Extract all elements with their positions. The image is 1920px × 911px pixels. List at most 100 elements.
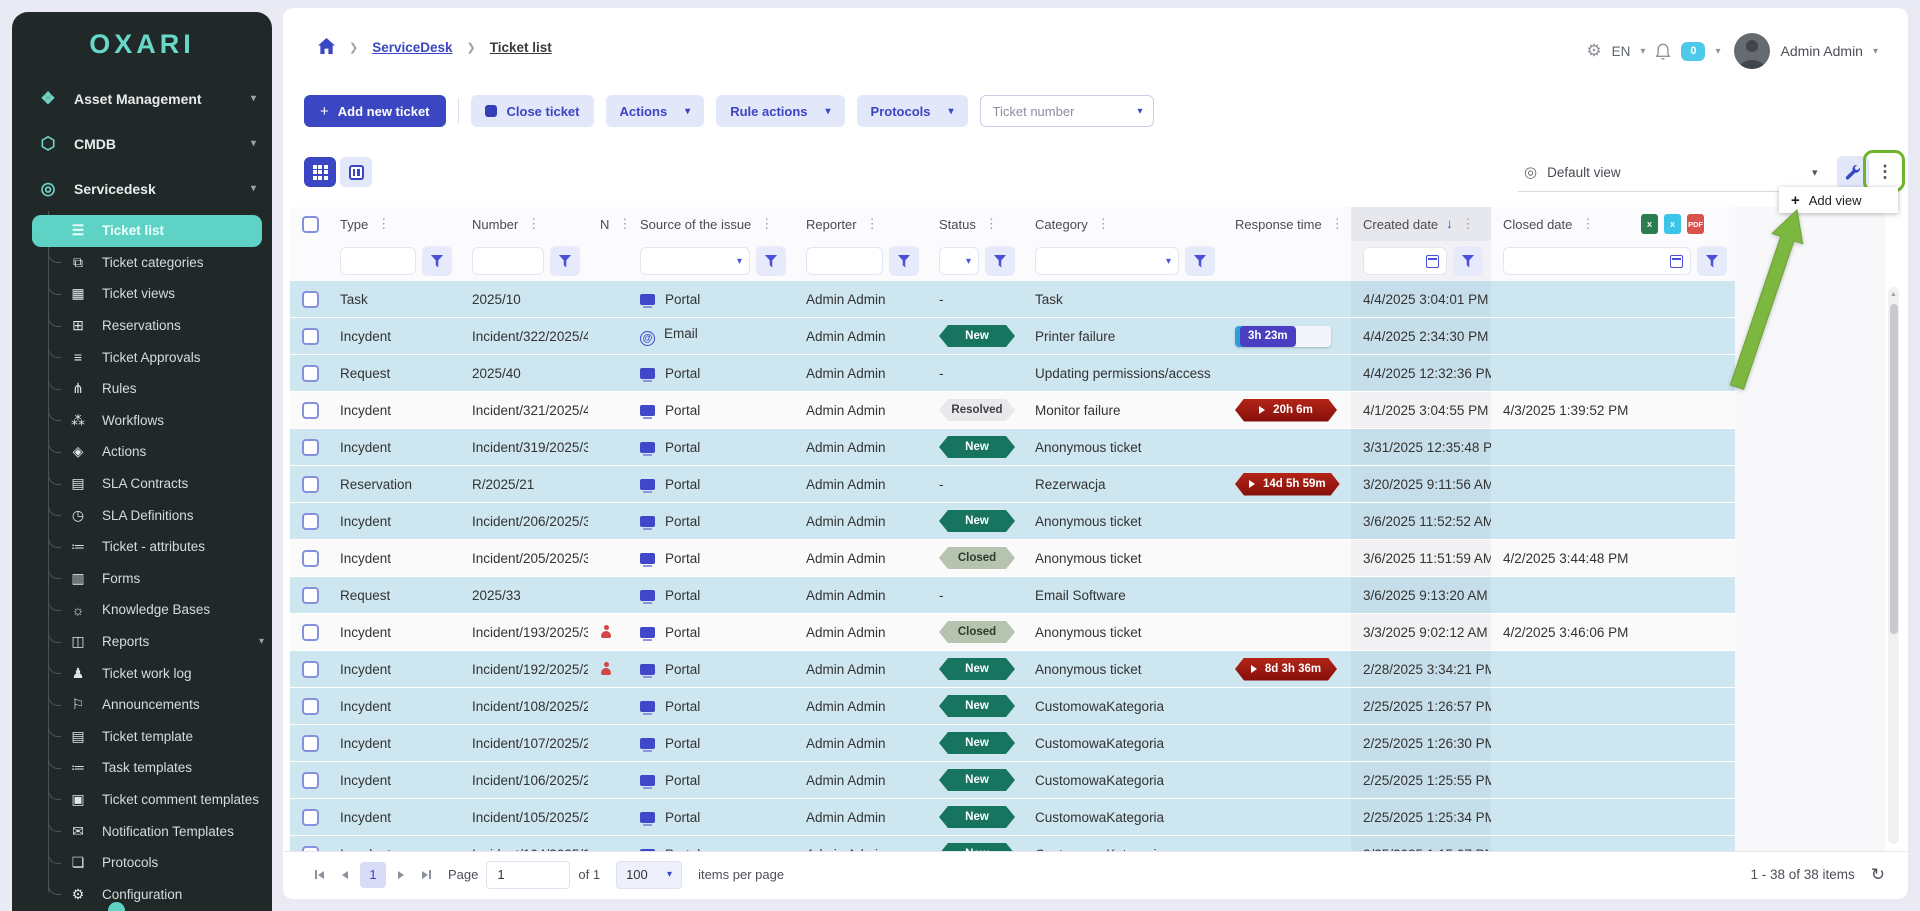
filter-button-created[interactable]	[1453, 246, 1483, 276]
column-menu-icon[interactable]: ⋮	[618, 215, 628, 231]
column-view-button[interactable]	[340, 157, 372, 187]
row-checkbox[interactable]	[302, 660, 319, 678]
column-header-number[interactable]: Number ⋮	[460, 207, 588, 241]
filter-input-number[interactable]	[472, 247, 544, 275]
filter-button-type[interactable]	[422, 246, 452, 276]
column-header-source[interactable]: Source of the issue ⋮	[628, 207, 794, 241]
sidebar-item-asset-management[interactable]: ❖ Asset Management ▾	[12, 76, 272, 121]
column-header-category[interactable]: Category ⋮	[1023, 207, 1223, 241]
sidebar-item-forms[interactable]: ▥ Forms	[48, 563, 272, 595]
column-header-response[interactable]: Response time ⋮	[1223, 207, 1351, 241]
grid-view-button[interactable]	[304, 157, 336, 187]
add-new-ticket-button[interactable]: + Add new ticket	[304, 95, 446, 127]
column-menu-icon[interactable]: ⋮	[1461, 215, 1475, 231]
breadcrumb-servicedesk-link[interactable]: ServiceDesk	[372, 40, 453, 55]
home-icon[interactable]	[318, 38, 335, 57]
filter-date-closed[interactable]	[1503, 247, 1691, 275]
filter-input-type[interactable]	[340, 247, 416, 275]
scroll-up-arrow[interactable]: ▲	[1890, 291, 1897, 298]
sidebar-item-ticket-template[interactable]: ▤ Ticket template	[48, 721, 272, 753]
sidebar-item-ticket-work-log[interactable]: ♟ Ticket work log	[48, 657, 272, 689]
page-number-button[interactable]: 1	[360, 861, 386, 888]
column-menu-icon[interactable]: ⋮	[527, 215, 541, 231]
chevron-down-icon[interactable]: ▾	[1872, 45, 1878, 57]
settings-gear-icon[interactable]: ⚙	[1586, 41, 1602, 60]
filter-button-source[interactable]	[756, 246, 786, 276]
sidebar-item-ticket-approvals[interactable]: ≡ Ticket Approvals	[48, 341, 272, 373]
row-checkbox[interactable]	[302, 771, 319, 789]
previous-page-button[interactable]	[332, 862, 358, 888]
column-header-type[interactable]: Type ⋮	[328, 207, 460, 241]
chevron-down-icon[interactable]: ▾	[1812, 167, 1818, 179]
column-header-reporter[interactable]: Reporter ⋮	[794, 207, 927, 241]
ticket-row[interactable]: Request 2025/33 Portal Admin Admin - Email So…	[290, 577, 1735, 614]
protocols-dropdown[interactable]: Protocols ▾	[856, 95, 968, 127]
sidebar-item-protocols[interactable]: ❏ Protocols	[48, 847, 272, 879]
sidebar-item-ticket-list[interactable]: ☰ Ticket list	[32, 215, 262, 247]
scrollbar-thumb[interactable]	[1889, 304, 1898, 634]
filter-select-status[interactable]: ▾	[939, 247, 979, 275]
chevron-down-icon[interactable]: ▾	[1137, 105, 1143, 117]
sidebar-item-ticket-categories[interactable]: ⧉ Ticket categories	[48, 247, 272, 279]
export-excel-icon[interactable]: X	[1641, 214, 1658, 234]
filter-input-reporter[interactable]	[806, 247, 883, 275]
sidebar-item-ticket-views[interactable]: ▦ Ticket views	[48, 278, 272, 310]
bell-icon[interactable]	[1655, 43, 1671, 60]
row-checkbox[interactable]	[302, 697, 319, 715]
ticket-row[interactable]: Reservation R/2025/21 Portal Admin Admin - Re…	[290, 466, 1735, 503]
row-checkbox[interactable]	[302, 808, 319, 826]
export-xlsx-icon[interactable]: X	[1664, 214, 1681, 234]
ticket-number-input[interactable]	[992, 103, 1130, 119]
column-menu-icon[interactable]: ⋮	[984, 215, 998, 231]
add-view-menu-item[interactable]: + Add view	[1779, 187, 1898, 213]
page-input[interactable]	[486, 860, 571, 889]
sidebar-item-ticket-comment-templates[interactable]: ▣ Ticket comment templates	[48, 784, 272, 816]
avatar[interactable]	[1734, 33, 1771, 69]
sidebar-item-knowledge-bases[interactable]: ☼ Knowledge Bases	[48, 594, 272, 626]
last-page-button[interactable]	[414, 862, 440, 888]
sidebar-item-announcements[interactable]: ⚐ Announcements	[48, 689, 272, 721]
sidebar-item-actions[interactable]: ◈ Actions	[48, 436, 272, 468]
vertical-scrollbar[interactable]: ▲	[1888, 287, 1899, 844]
column-menu-icon[interactable]: ⋮	[377, 215, 391, 231]
ticket-row[interactable]: Request 2025/40 Portal Admin Admin - Updating…	[290, 355, 1735, 392]
filter-date-created[interactable]	[1363, 247, 1447, 275]
next-page-button[interactable]	[388, 862, 414, 888]
row-checkbox[interactable]	[302, 586, 319, 604]
row-checkbox[interactable]	[302, 401, 319, 419]
chevron-down-icon[interactable]: ▾	[1640, 45, 1646, 57]
column-menu-icon[interactable]: ⋮	[1096, 215, 1110, 231]
filter-button-reporter[interactable]	[889, 246, 919, 276]
column-menu-icon[interactable]: ⋮	[1330, 215, 1344, 231]
notification-count-badge[interactable]: 0	[1681, 41, 1706, 61]
chevron-down-icon[interactable]: ▾	[1715, 45, 1721, 57]
sidebar-item-rules[interactable]: ⋔ Rules	[48, 373, 272, 405]
ticket-row[interactable]: Task 2025/10 Portal Admin Admin - Task 4/4/202…	[290, 281, 1735, 318]
column-header-created[interactable]: Created date ↓ ⋮	[1351, 207, 1491, 241]
actions-dropdown[interactable]: Actions ▾	[605, 95, 705, 127]
ticket-number-combobox[interactable]: ▾	[979, 95, 1154, 127]
view-more-options-button[interactable]: ⋮	[1876, 162, 1894, 181]
row-checkbox[interactable]	[302, 290, 319, 308]
sidebar-item-servicedesk[interactable]: ◎ Servicedesk ▾	[12, 166, 272, 211]
row-checkbox[interactable]	[302, 734, 319, 752]
filter-button-status[interactable]	[985, 246, 1015, 276]
row-checkbox[interactable]	[302, 845, 319, 851]
column-menu-icon[interactable]: ⋮	[760, 215, 774, 231]
view-settings-button[interactable]	[1837, 156, 1869, 188]
column-header-status[interactable]: Status ⋮	[927, 207, 1023, 241]
export-pdf-icon[interactable]: PDF	[1687, 214, 1704, 234]
filter-button-closed[interactable]	[1697, 246, 1727, 276]
sidebar-item-notification-templates[interactable]: ✉ Notification Templates	[48, 815, 272, 847]
sidebar-item-reservations[interactable]: ⊞ Reservations	[48, 310, 272, 342]
sidebar-item-task-templates[interactable]: ≔ Task templates	[48, 752, 272, 784]
row-checkbox[interactable]	[302, 438, 319, 456]
breadcrumb-ticket-list[interactable]: Ticket list	[489, 40, 552, 55]
